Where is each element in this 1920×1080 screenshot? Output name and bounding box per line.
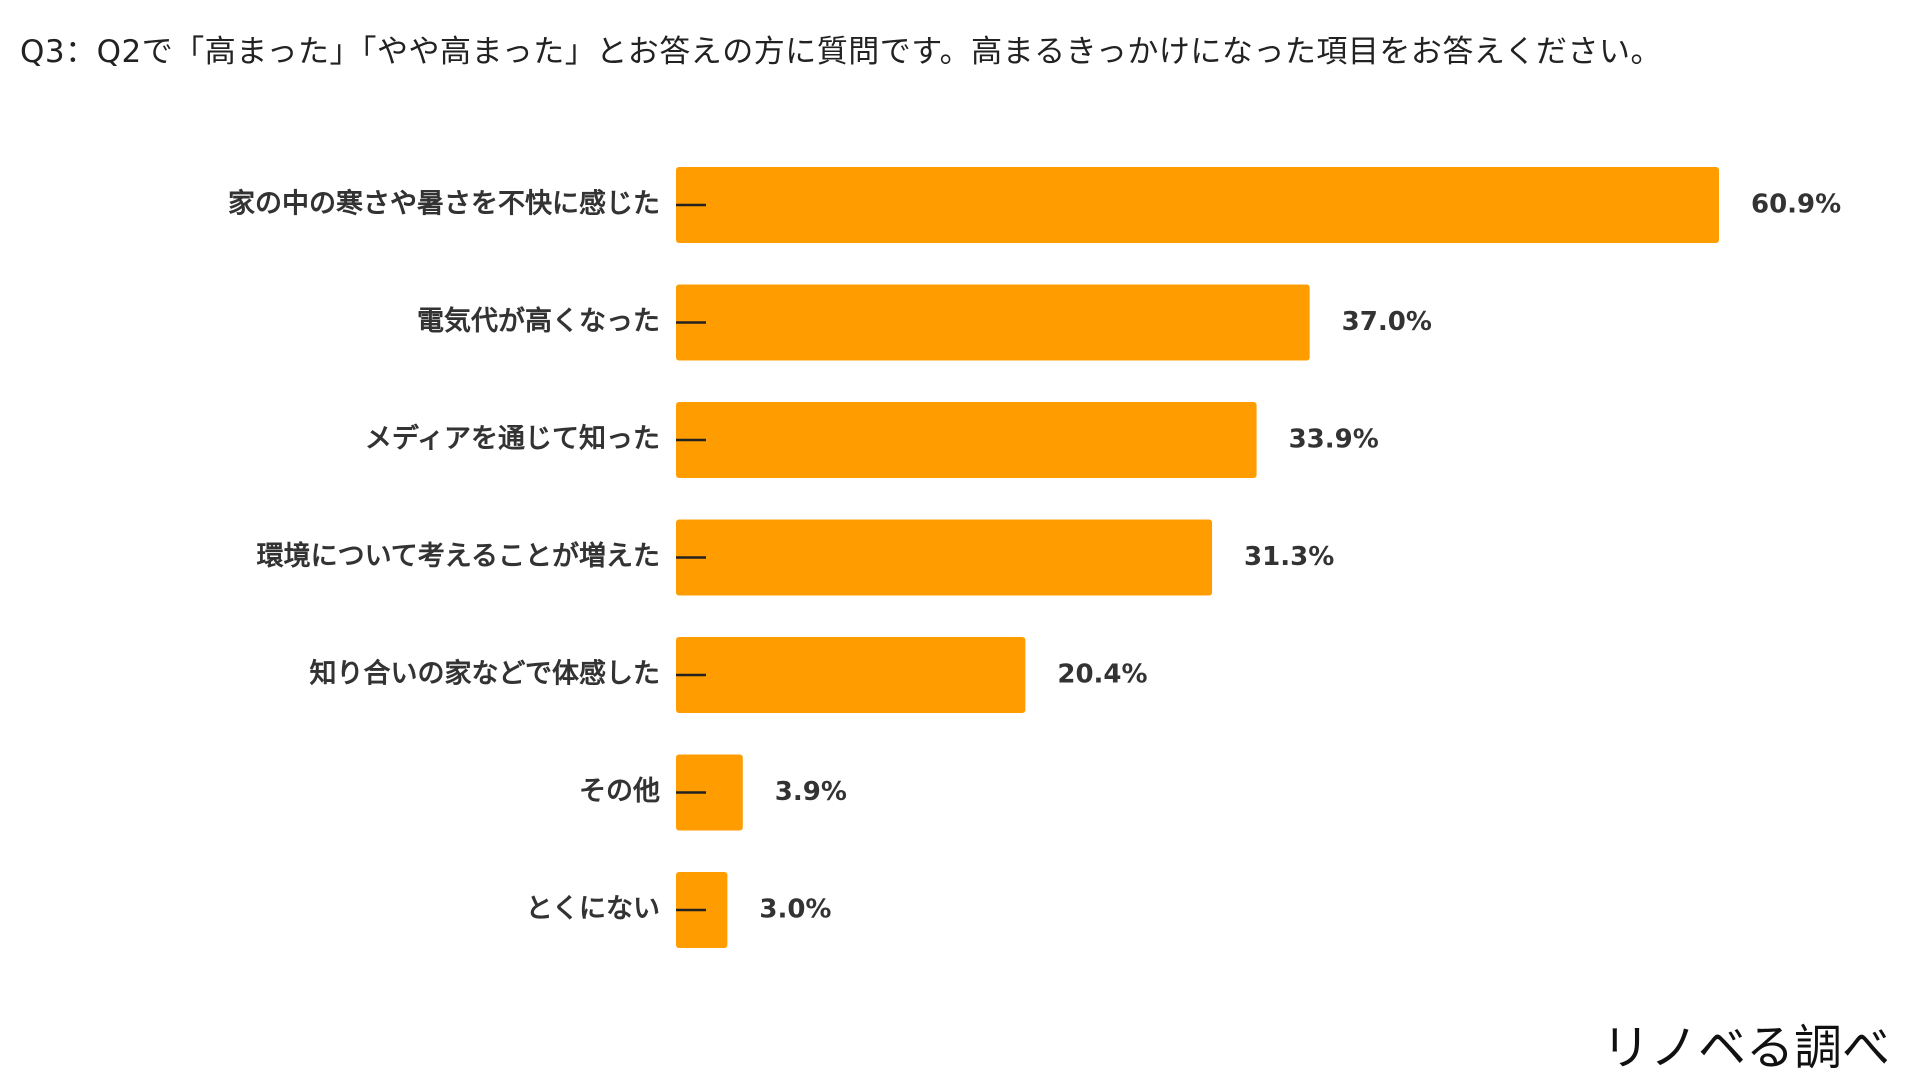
bar-chart: 家の中の寒さや暑さを不快に感じた 60.9% 電気代が高くなった 37.0% メディアを… bbox=[228, 167, 1841, 948]
value-label: 3.0% bbox=[759, 895, 831, 925]
bar bbox=[676, 754, 743, 831]
category-label: 環境について考えることが増えた bbox=[257, 540, 660, 572]
bar bbox=[676, 637, 1026, 713]
value-label: 33.9% bbox=[1289, 425, 1379, 455]
source-note: リノベる調べ bbox=[1601, 1020, 1890, 1076]
value-label: 3.9% bbox=[775, 777, 847, 807]
bar bbox=[676, 167, 1719, 243]
chart-title: Q3：Q2で「高まった」「やや高まった」とお答えの方に質問です。高まるきっかけに… bbox=[20, 34, 1662, 70]
category-label: 知り合いの家などで体感した bbox=[310, 658, 660, 690]
category-label: その他 bbox=[579, 776, 660, 807]
value-label: 60.9% bbox=[1751, 190, 1841, 220]
category-label: メディアを通じて知った bbox=[365, 423, 660, 455]
category-label: 家の中の寒さや暑さを不快に感じた bbox=[228, 188, 660, 220]
value-label: 31.3% bbox=[1244, 542, 1334, 572]
category-label: 電気代が高くなった bbox=[417, 305, 660, 337]
bar bbox=[676, 284, 1310, 361]
category-label: とくにない bbox=[526, 894, 660, 925]
value-label: 20.4% bbox=[1057, 660, 1147, 690]
bar bbox=[676, 402, 1257, 478]
value-label: 37.0% bbox=[1342, 307, 1432, 337]
bar bbox=[676, 519, 1213, 596]
